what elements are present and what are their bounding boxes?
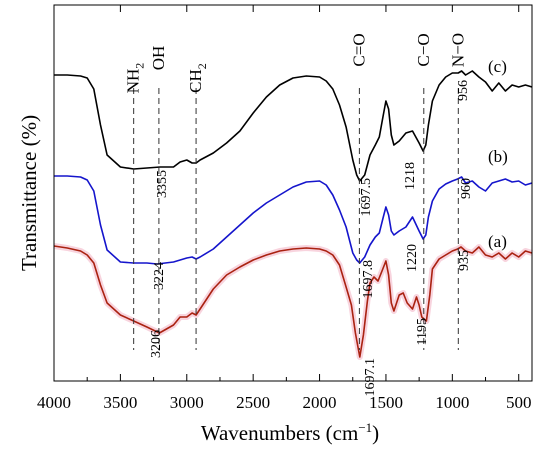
group-labels: NH2 OH CH2 C=O C−O N−O (124, 33, 468, 93)
series-label-0: (c) (488, 57, 507, 76)
peak-label-9: 3206 (149, 330, 164, 358)
series-label-1: (b) (488, 147, 508, 166)
peak-label-5: 3224 (152, 262, 167, 290)
x-tick-label-1: 3500 (103, 393, 137, 412)
plot-frame (53, 4, 533, 382)
peak-label-10: 1697.1 (363, 358, 378, 397)
group-label-4: C−O (414, 33, 433, 66)
x-axis-label-sup: −1 (358, 420, 372, 435)
group-label-3: C=O (349, 33, 368, 66)
peak-labels: 3355 1697.5 1218 956 960 3224 1697.8 1220 935 320… (149, 80, 474, 397)
peak-label-2: 1218 (403, 162, 418, 190)
peak-label-4: 960 (459, 178, 474, 199)
x-tick-label-5: 1500 (369, 393, 403, 412)
x-tick-label-7: 500 (506, 393, 532, 412)
reference-dash-lines (133, 88, 459, 350)
x-tick-label-3: 2500 (236, 393, 270, 412)
y-axis-label: Transmittance (%) (17, 115, 41, 271)
x-tick-label-6: 1000 (435, 393, 469, 412)
series-line-1 (54, 175, 533, 265)
x-axis-label-end: ) (372, 421, 379, 445)
series-label-2: (a) (488, 232, 507, 251)
group-label-1: OH (149, 46, 168, 71)
peak-label-1: 1697.5 (359, 178, 374, 217)
peak-label-7: 1220 (405, 244, 420, 272)
peak-label-11: 1195 (415, 318, 430, 345)
group-label-5: N−O (448, 33, 467, 67)
series-line-2 (53, 245, 533, 358)
peak-label-0: 3355 (155, 170, 170, 198)
series-labels: (c) (b) (a) (488, 57, 508, 251)
x-tick-label-2: 3000 (170, 393, 204, 412)
group-label-2: CH2 (186, 63, 209, 93)
x-tick-label-0: 4000 (37, 393, 71, 412)
peak-label-6: 1697.8 (361, 260, 376, 299)
x-axis-label: Wavenumbers (cm−1) (201, 420, 379, 445)
peak-label-8: 935 (457, 250, 472, 271)
group-label-0: NH2 (124, 63, 147, 94)
x-tick-label-4: 2000 (303, 393, 337, 412)
x-axis-ticks: 4000 3500 3000 2500 2000 1500 1000 500 (37, 5, 531, 412)
x-axis-label-main: Wavenumbers (cm (201, 421, 359, 445)
series-curves (53, 70, 533, 360)
series-line-0 (54, 70, 533, 182)
peak-label-3: 956 (456, 80, 471, 101)
